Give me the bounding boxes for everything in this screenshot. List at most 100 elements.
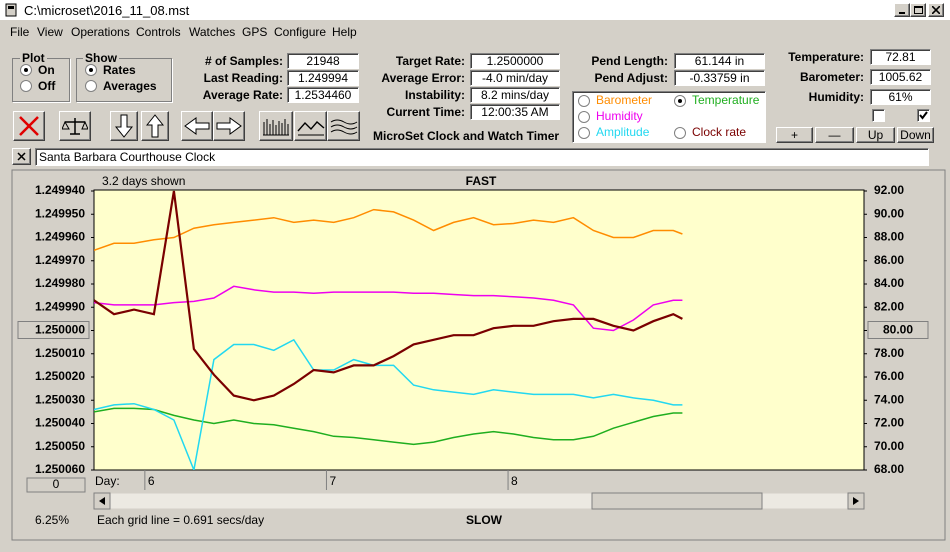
- grid-note: Each grid line = 0.691 secs/day: [97, 513, 264, 527]
- y-tick-label: 1.249970: [35, 253, 85, 267]
- readout-label: Instability:: [404, 88, 465, 102]
- series-selector: [572, 91, 766, 143]
- y-tick-label: 1.250050: [35, 439, 85, 453]
- readout-value: 21948: [287, 53, 359, 69]
- checkbox[interactable]: [872, 109, 885, 122]
- menu-item[interactable]: Operations: [71, 25, 130, 39]
- series-group: [94, 190, 683, 470]
- readout-label: Target Rate:: [395, 54, 465, 68]
- menu-bar: File View Operations Controls Watches GPS Conf…: [0, 22, 950, 40]
- x-tick-label: 7: [329, 474, 336, 488]
- menu-item[interactable]: Watches: [189, 25, 236, 39]
- radio-label: Off: [38, 79, 56, 93]
- center-rate-button[interactable]: [17, 321, 90, 339]
- radio-label: On: [38, 63, 55, 77]
- right-button[interactable]: [213, 111, 245, 141]
- y2-tick-label: 82.00: [874, 299, 904, 313]
- bars-view-button[interactable]: [259, 111, 293, 141]
- series-option-label: Temperature: [692, 93, 760, 107]
- scrollbar[interactable]: [93, 492, 865, 510]
- y2-tick-label: 84.00: [874, 276, 904, 290]
- series-line: [94, 407, 683, 446]
- readout-label: # of Samples:: [204, 54, 283, 68]
- x-axis-label: Day:: [95, 474, 120, 488]
- clock-name: Santa Barbara Courthouse Clock: [39, 150, 216, 164]
- left-button[interactable]: [181, 111, 213, 141]
- radio-button[interactable]: [578, 111, 590, 123]
- up-button[interactable]: [141, 111, 169, 141]
- radio-dot: [678, 99, 682, 103]
- readout-label: Average Rate:: [202, 88, 283, 102]
- env-button[interactable]: +: [776, 127, 813, 143]
- offset-button[interactable]: [26, 477, 86, 493]
- x-tick-label: 8: [511, 474, 518, 488]
- window-title: C:\microset\2016_11_08.mst: [24, 3, 190, 18]
- y2-tick-label: 74.00: [874, 392, 904, 406]
- radio-button[interactable]: [578, 95, 590, 107]
- series-line: [94, 208, 683, 252]
- readout-label: Pend Length:: [591, 54, 668, 68]
- y-tick-label: 1.249960: [35, 230, 85, 244]
- center-scale-button[interactable]: [867, 321, 929, 339]
- checkbox[interactable]: [917, 109, 930, 122]
- y2-tick-label: 78.00: [874, 346, 904, 360]
- radio-button[interactable]: [578, 127, 590, 139]
- series-line: [94, 285, 683, 332]
- radio-dot: [24, 68, 28, 72]
- readout-value: 1.2500000: [470, 53, 560, 69]
- menu-item[interactable]: Configure: [274, 25, 327, 39]
- clear-name-button[interactable]: [12, 148, 31, 165]
- radio-button[interactable]: [20, 80, 32, 92]
- close-button[interactable]: [928, 3, 944, 17]
- y-tick-label: 1.250040: [35, 416, 85, 430]
- radio-button[interactable]: [674, 95, 686, 107]
- readout-value: 61%: [870, 89, 931, 105]
- radio-button[interactable]: [20, 64, 32, 76]
- env-button[interactable]: Up: [856, 127, 895, 143]
- y-tick-label: 1.249990: [35, 299, 85, 313]
- plot-group-title: Plot: [20, 51, 47, 65]
- offset-label: 0: [53, 477, 60, 491]
- y-tick-label: 1.250000: [35, 323, 85, 337]
- menu-item[interactable]: GPS: [242, 25, 268, 39]
- env-button[interactable]: —: [815, 127, 854, 143]
- menu-item[interactable]: Controls: [136, 25, 181, 39]
- down-button[interactable]: [110, 111, 138, 141]
- env-button[interactable]: Down: [897, 127, 934, 143]
- app-icon: [5, 3, 17, 17]
- y2-tick-label: 86.00: [874, 253, 904, 267]
- menu-item[interactable]: View: [37, 25, 63, 39]
- radio-button[interactable]: [85, 64, 97, 76]
- x-tick-label: 6: [148, 474, 155, 488]
- app-name: MicroSet Clock and Watch Timer: [373, 129, 560, 143]
- y-tick-label: 1.250010: [35, 346, 85, 360]
- readout-value: 1.2534460: [287, 87, 359, 103]
- menu-item[interactable]: File: [10, 25, 30, 39]
- menu-item[interactable]: Help: [332, 25, 357, 39]
- y2-tick-label: 70.00: [874, 439, 904, 453]
- line-view-button[interactable]: [294, 111, 327, 141]
- radio-button[interactable]: [85, 80, 97, 92]
- y2-tick-label: 72.00: [874, 416, 904, 430]
- clock-name-field[interactable]: Santa Barbara Courthouse Clock: [35, 148, 929, 166]
- title-bar: C:\microset\2016_11_08.mst: [0, 0, 950, 20]
- delete-button[interactable]: [13, 111, 45, 141]
- balance-button[interactable]: [59, 111, 91, 141]
- multi-line-view-button[interactable]: [327, 111, 360, 141]
- slow-label: SLOW: [466, 513, 503, 527]
- zoom-label: 6.25%: [35, 513, 69, 527]
- radio-label: Rates: [103, 63, 136, 77]
- show-group: [76, 58, 172, 102]
- y-tick-label: 1.249940: [35, 183, 85, 197]
- y2-tick-label: 80.00: [883, 323, 913, 337]
- readout-label: Average Error:: [381, 71, 465, 85]
- radio-button[interactable]: [674, 127, 686, 139]
- radio-label: Averages: [103, 79, 157, 93]
- readout-label: Last Reading:: [203, 71, 283, 85]
- readout-value: 12:00:35 AM: [470, 104, 560, 120]
- series-option-label: Humidity: [596, 109, 643, 123]
- readout-label: Temperature:: [788, 50, 864, 64]
- maximize-button[interactable]: [910, 3, 926, 17]
- minimize-button[interactable]: [894, 3, 910, 17]
